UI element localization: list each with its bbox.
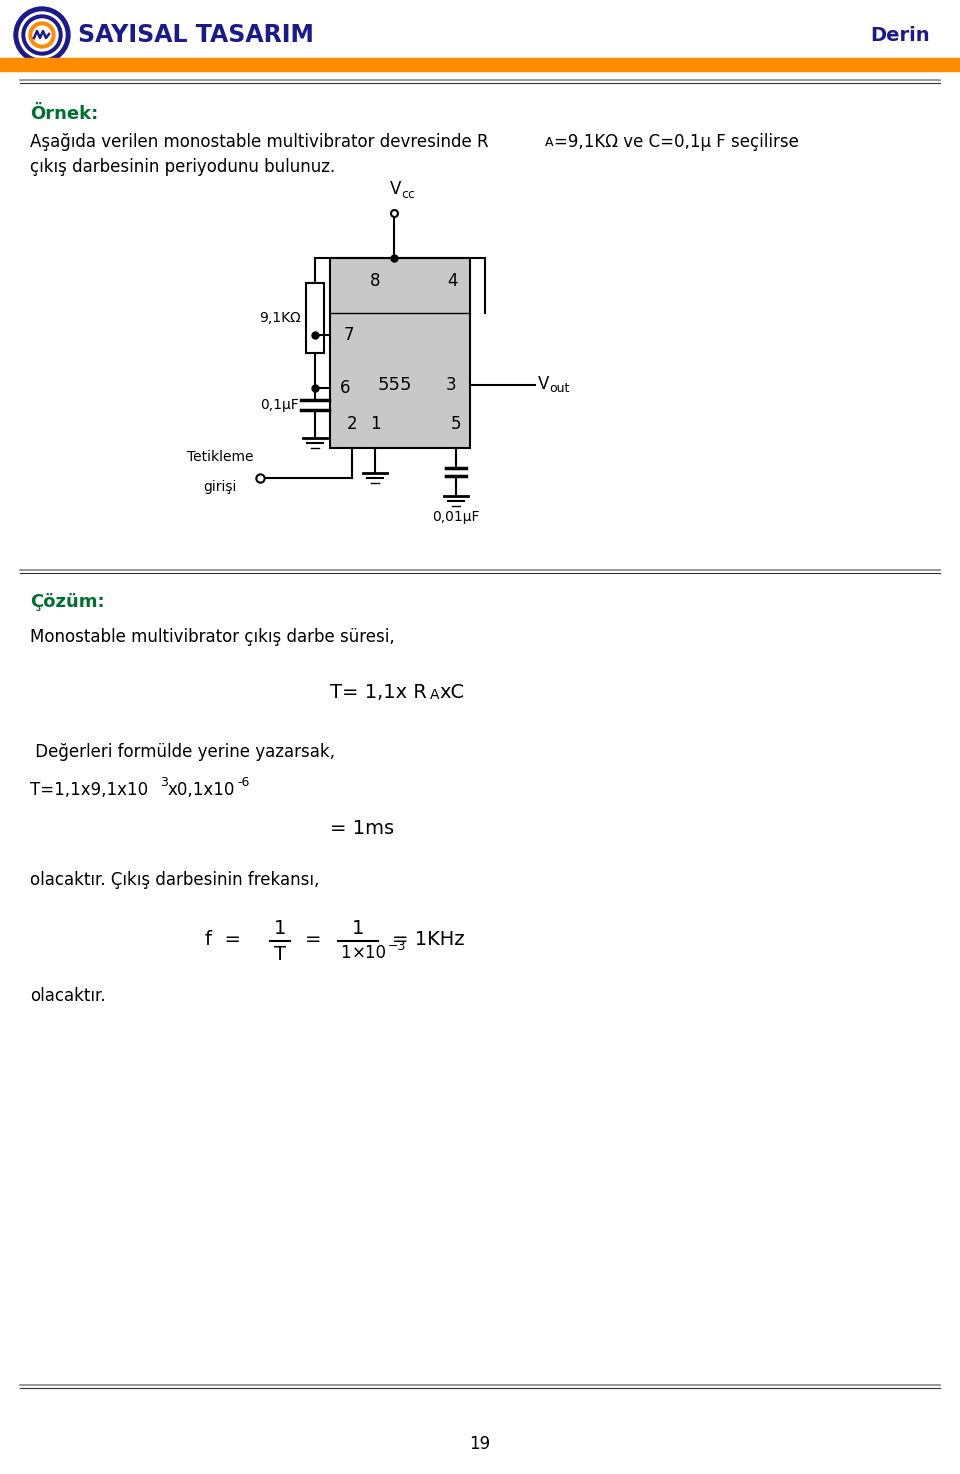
Text: çıkış darbesinin periyodunu bulunuz.: çıkış darbesinin periyodunu bulunuz. bbox=[30, 158, 335, 175]
Circle shape bbox=[14, 7, 70, 63]
Text: x0,1x10: x0,1x10 bbox=[168, 781, 235, 799]
Text: SAYISAL TASARIM: SAYISAL TASARIM bbox=[78, 24, 314, 47]
Circle shape bbox=[19, 12, 65, 57]
Text: Derin: Derin bbox=[871, 25, 930, 44]
Text: cc: cc bbox=[401, 189, 415, 200]
Text: 1: 1 bbox=[340, 943, 350, 963]
Text: olacaktır. Çıkış darbesinin frekansı,: olacaktır. Çıkış darbesinin frekansı, bbox=[30, 871, 320, 889]
Circle shape bbox=[33, 27, 51, 44]
Text: 6: 6 bbox=[340, 379, 350, 397]
Text: Çözüm:: Çözüm: bbox=[30, 593, 105, 612]
Text: 1: 1 bbox=[351, 918, 364, 937]
Text: T: T bbox=[274, 945, 286, 964]
Text: Monostable multivibrator çıkış darbe süresi,: Monostable multivibrator çıkış darbe sür… bbox=[30, 628, 395, 646]
Text: 555: 555 bbox=[377, 376, 412, 394]
Text: 19: 19 bbox=[469, 1436, 491, 1453]
Bar bbox=[0, 57, 960, 71]
Text: 1: 1 bbox=[274, 918, 286, 937]
Circle shape bbox=[29, 22, 55, 49]
Text: 1: 1 bbox=[370, 416, 380, 433]
Text: -6: -6 bbox=[237, 775, 250, 789]
Text: f  =: f = bbox=[205, 930, 241, 948]
Circle shape bbox=[22, 15, 62, 55]
Text: V: V bbox=[390, 180, 401, 198]
Text: T=1,1x9,1x10: T=1,1x9,1x10 bbox=[30, 781, 148, 799]
Text: Örnek:: Örnek: bbox=[30, 105, 98, 122]
Text: out: out bbox=[549, 382, 569, 395]
Bar bbox=[330, 258, 470, 448]
Text: 0,1μF: 0,1μF bbox=[260, 398, 299, 413]
Text: T= 1,1x R: T= 1,1x R bbox=[330, 682, 427, 702]
Text: Tetikleme: Tetikleme bbox=[187, 450, 253, 464]
Text: 3: 3 bbox=[445, 376, 456, 394]
Bar bbox=[306, 283, 324, 352]
Text: =: = bbox=[305, 930, 322, 948]
Text: = 1ms: = 1ms bbox=[330, 820, 395, 839]
Text: Değerleri formülde yerine yazarsak,: Değerleri formülde yerine yazarsak, bbox=[30, 743, 335, 761]
Text: xC: xC bbox=[439, 682, 464, 702]
Text: 0,01μF: 0,01μF bbox=[432, 510, 480, 523]
Text: Aşağıda verilen monostable multivibrator devresinde R: Aşağıda verilen monostable multivibrator… bbox=[30, 133, 489, 150]
Text: A: A bbox=[545, 136, 554, 149]
Text: =9,1KΩ ve C=0,1μ F seçilirse: =9,1KΩ ve C=0,1μ F seçilirse bbox=[554, 133, 799, 150]
Text: 9,1KΩ: 9,1KΩ bbox=[259, 311, 301, 324]
Text: V: V bbox=[538, 374, 549, 394]
Text: A: A bbox=[430, 688, 440, 702]
Text: olacaktır.: olacaktır. bbox=[30, 988, 106, 1005]
Text: 4: 4 bbox=[446, 273, 457, 290]
Circle shape bbox=[26, 19, 58, 52]
Text: 2: 2 bbox=[347, 416, 357, 433]
Text: = 1KHz: = 1KHz bbox=[392, 930, 465, 948]
Text: 8: 8 bbox=[370, 273, 380, 290]
Text: ×10: ×10 bbox=[352, 943, 387, 963]
Text: 3: 3 bbox=[160, 775, 168, 789]
Text: girişi: girişi bbox=[204, 481, 237, 494]
Text: 7: 7 bbox=[344, 326, 354, 343]
Text: 5: 5 bbox=[451, 416, 461, 433]
Text: −3: −3 bbox=[388, 940, 406, 954]
